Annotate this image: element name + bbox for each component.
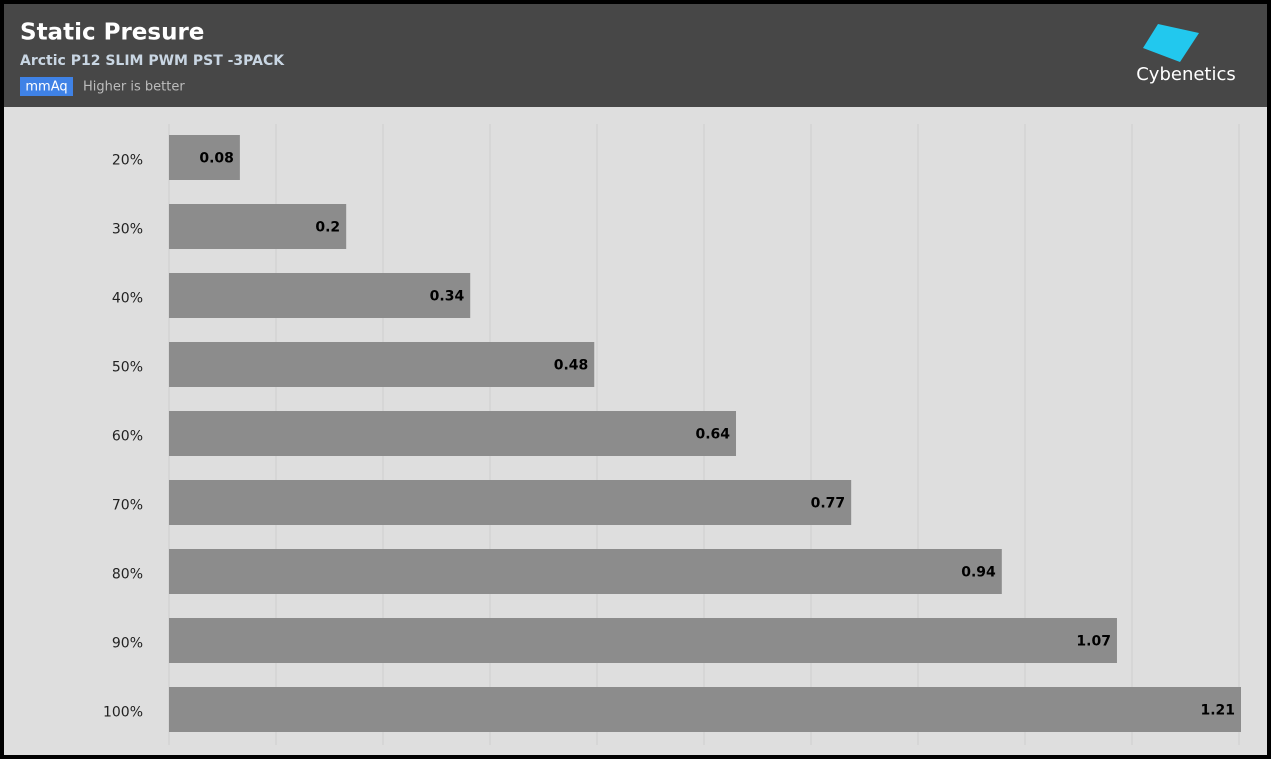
y-tick-label: 90%: [112, 636, 143, 652]
value-label: 0.48: [554, 358, 589, 374]
y-tick-label: 60%: [112, 429, 143, 445]
bar: [169, 342, 595, 387]
unit: mmAq: [25, 80, 67, 95]
y-tick-label: 100%: [103, 705, 143, 721]
value-label: 0.34: [430, 289, 465, 305]
logo-mark: [1143, 24, 1199, 62]
unit-badge: [20, 77, 73, 96]
note: Higher is better: [83, 80, 185, 95]
value-label: 1.07: [1076, 634, 1111, 650]
y-tick-label: 50%: [112, 360, 143, 376]
value-label: 0.2: [315, 220, 340, 236]
value-label: 1.21: [1200, 703, 1235, 719]
bar: [169, 618, 1117, 663]
chart-subtitle: Arctic P12 SLIM PWM PST -3PACK: [20, 53, 285, 69]
header: [4, 4, 1267, 107]
value-label: 0.64: [695, 427, 730, 443]
y-tick-label: 40%: [112, 291, 143, 307]
bar: [169, 273, 471, 318]
value-label: 0.77: [811, 496, 846, 512]
y-tick-label: 70%: [112, 498, 143, 514]
bar: [169, 549, 1002, 594]
bar: [169, 687, 1241, 732]
bar: [169, 135, 240, 180]
y-tick-label: 20%: [112, 153, 143, 169]
bar: [169, 204, 347, 249]
bar: [169, 480, 852, 525]
value-label: 0.08: [199, 151, 234, 167]
logo-text: Cybenetics: [1136, 64, 1236, 85]
y-tick-label: 80%: [112, 567, 143, 583]
y-tick-label: 30%: [112, 222, 143, 238]
chart-title: Static Presure: [20, 20, 204, 46]
value-label: 0.94: [961, 565, 996, 581]
bar: [169, 411, 737, 456]
